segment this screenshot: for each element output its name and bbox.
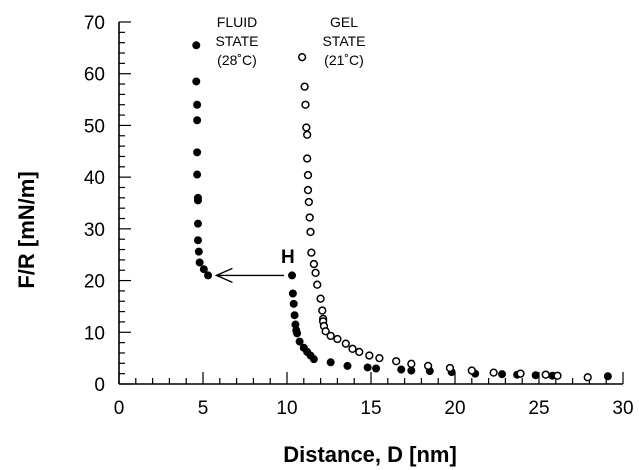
fluid-point [363,363,372,372]
fluid-point [193,116,202,125]
fluid-point [192,41,201,50]
x-axis-title: Distance, D [nm] [283,442,457,467]
fluid-point [199,265,208,274]
series-gel-points [297,53,592,382]
y-tick-label: 60 [84,65,105,86]
x-tick-label: 20 [444,398,465,419]
gel-point [304,197,313,207]
fluid-state-line-1: FLUID [217,14,257,30]
gel-point [516,369,525,378]
fluid-point [498,370,507,379]
gel-point [300,82,309,91]
x-tick-label: 10 [276,398,297,419]
fluid-point [194,247,203,256]
gel-point [341,339,350,348]
gel-point [375,353,384,363]
gel-point [541,370,550,379]
y-tick-labels: 0 10 20 30 40 50 60 70 [84,13,105,396]
x-tick-label: 5 [198,398,209,419]
x-tick-label: 0 [114,398,125,419]
gel-point [303,185,313,195]
gel-point [301,100,310,109]
y-tick-label: 30 [84,220,105,241]
gel-point [318,306,327,315]
gel-point [297,53,307,62]
gel-point [445,363,455,373]
fluid-point [603,372,612,381]
gel-point [326,331,335,341]
fluid-point [407,366,416,375]
y-tick-label: 50 [84,116,105,137]
axes [118,22,623,385]
fluid-point [192,77,201,86]
fluid-point [193,236,202,245]
gel-point [423,361,433,371]
gel-point [583,373,592,382]
x-tick-label: 15 [360,398,381,419]
gel-point [348,344,357,353]
gel-point [305,213,314,222]
jump-arrow [214,267,285,284]
fluid-point [193,219,202,228]
fluid-point [293,329,302,338]
fluid-point [397,365,406,374]
fluid-state-line-3: (28˚C) [217,52,257,68]
y-ticks [119,21,131,385]
gel-state-line-2: STATE [322,33,365,49]
x-tick-label: 25 [528,398,549,419]
gel-point [306,227,315,237]
fluid-point [204,271,213,280]
fluid-point [309,355,318,364]
fluid-point [288,271,297,280]
jump-label-h: H [281,247,295,268]
fluid-point [193,196,202,205]
fluid-point [289,299,298,308]
fluid-point [372,364,381,373]
gel-state-line-3: (21˚C) [324,52,364,68]
gel-point [407,359,416,368]
gel-point [313,280,322,289]
y-tick-label: 10 [84,323,105,344]
gel-point [489,368,498,377]
gel-point [303,130,312,139]
fluid-state-line-2: STATE [215,33,258,49]
gel-point [302,123,311,132]
gel-point [333,334,342,344]
fluid-point [343,361,352,370]
gel-point [365,351,374,360]
gel-state-line-1: GEL [330,14,358,30]
gel-point [303,154,312,163]
gel-point [311,268,320,277]
gel-point [303,170,313,180]
gel-point [307,248,316,257]
gel-point [355,347,364,357]
fluid-point [288,289,297,298]
gel-point [309,259,319,269]
gel-point [553,371,562,380]
x-tick-label: 30 [612,398,633,419]
y-tick-label: 0 [94,375,105,396]
gel-point [316,294,325,303]
gel-point [321,327,330,336]
fluid-point [531,371,540,380]
fluid-point [290,311,299,320]
y-tick-label: 40 [84,168,105,189]
fluid-point [295,337,304,346]
series-fluid-points [192,41,612,381]
jump-arrow-head [214,267,233,284]
fluid-point [326,358,335,367]
gel-point [392,357,401,366]
fluid-point [193,170,202,179]
fluid-point [195,258,204,267]
fluid-point [193,148,202,157]
gel-point [467,366,476,375]
y-axis-title: F/R [mN/m] [14,171,39,288]
y-tick-label: 20 [84,272,105,293]
x-tick-labels: 0 5 10 15 20 25 30 [114,398,634,419]
gel-state-label: GEL STATE (21˚C) [322,14,365,68]
fluid-state-label: FLUID STATE (28˚C) [215,14,258,68]
fluid-point [193,100,202,109]
y-tick-label: 70 [84,13,105,34]
